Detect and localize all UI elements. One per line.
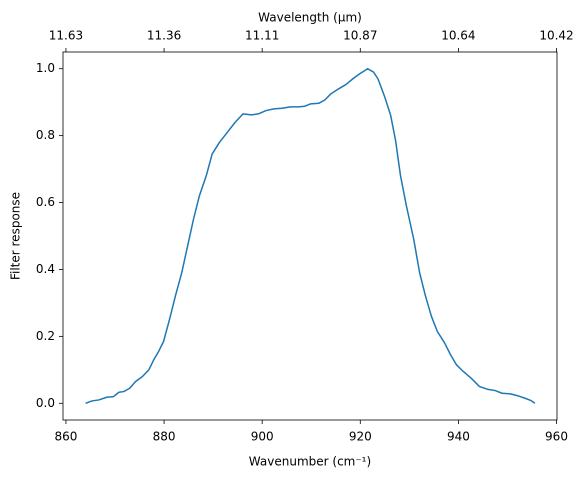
x-tick-label: 940 [447, 430, 470, 444]
x2-tick-label: 11.63 [49, 29, 83, 43]
y-tick-label: 1.0 [36, 61, 55, 75]
y-tick-label: 0.8 [36, 128, 55, 142]
x2-tick-label: 10.42 [539, 29, 573, 43]
x2-tick-label: 10.87 [343, 29, 377, 43]
y-axis-label: Filter response [9, 192, 23, 280]
y-tick-label: 0.4 [36, 262, 55, 276]
y-tick-label: 0.0 [36, 396, 55, 410]
line [85, 67, 536, 404]
x2-axis-label: Wavelength (μm) [258, 11, 362, 25]
y-tick-label: 0.2 [36, 329, 55, 343]
x-tick-label: 960 [545, 430, 568, 444]
x-tick-label: 920 [349, 430, 372, 444]
x-tick-label: 880 [153, 430, 176, 444]
x2-tick-label: 11.11 [245, 29, 279, 43]
x-axis-label: Wavenumber (cm⁻¹) [249, 455, 371, 469]
x-tick-label: 860 [54, 430, 77, 444]
x2-tick-label: 11.36 [147, 29, 181, 43]
plot-frame [62, 51, 558, 421]
x-tick-label: 900 [251, 430, 274, 444]
y-tick-label: 0.6 [36, 195, 55, 209]
x2-tick-label: 10.64 [441, 29, 475, 43]
